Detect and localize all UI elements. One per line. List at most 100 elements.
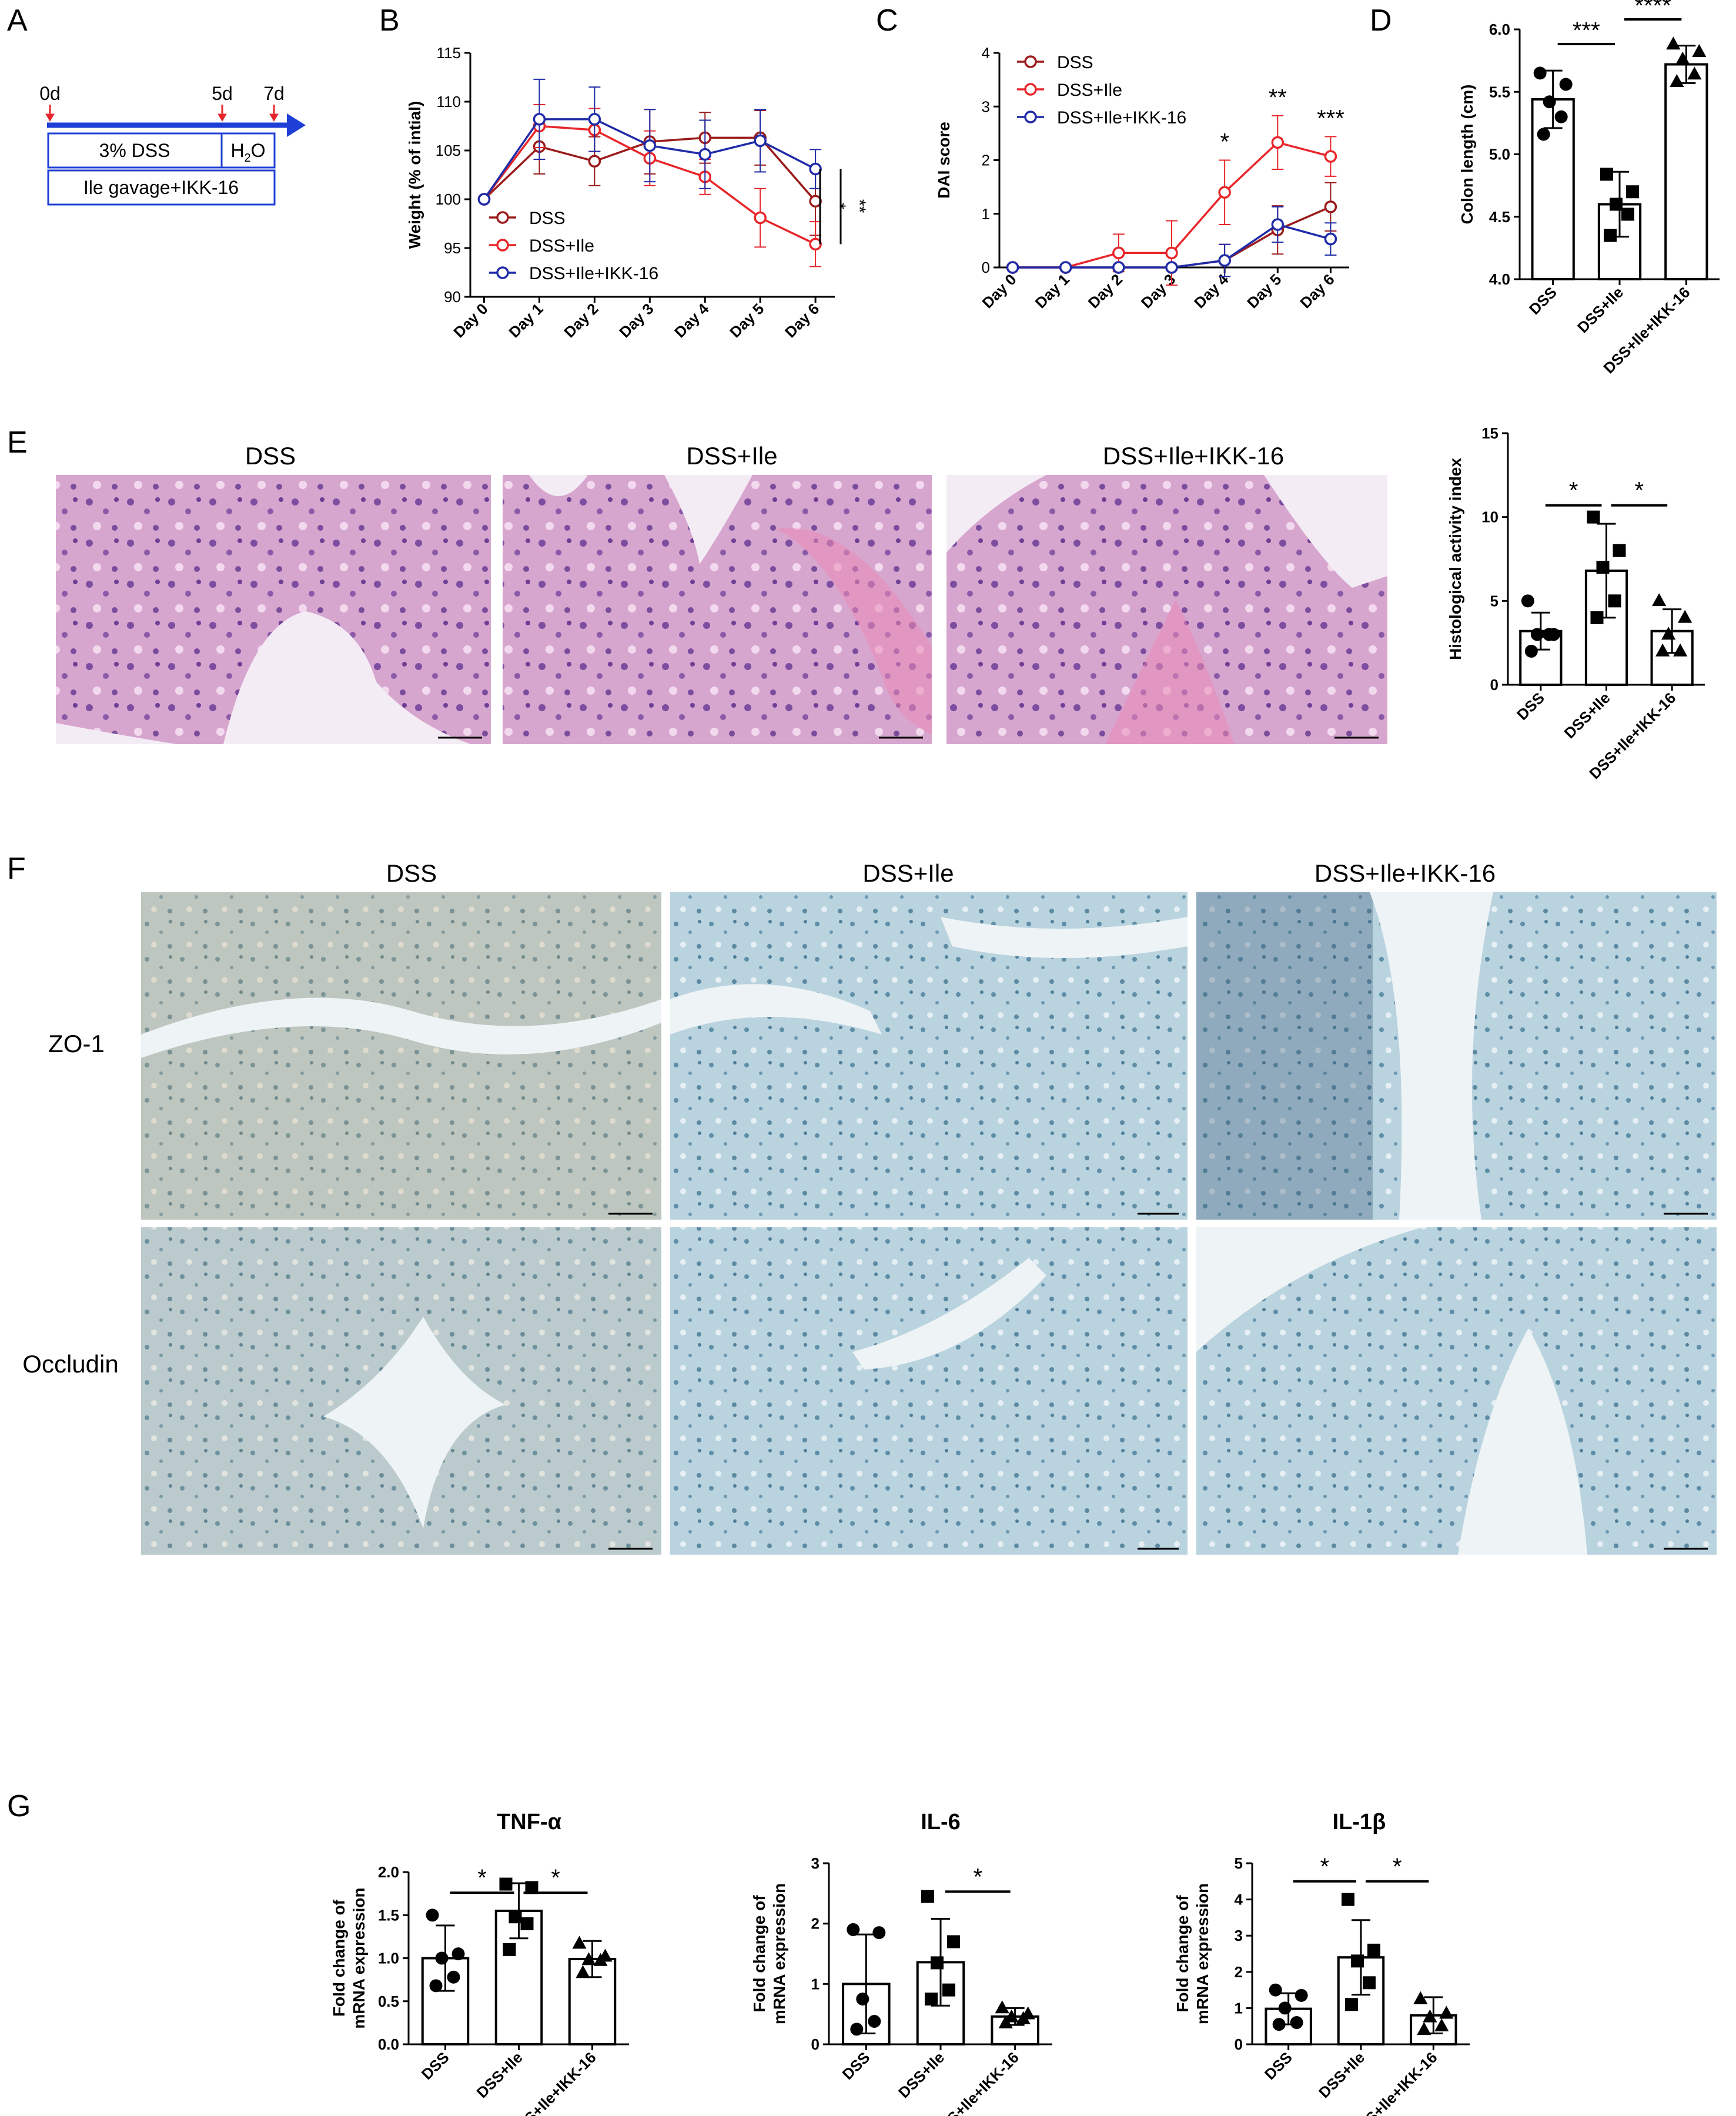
data-point [1670, 74, 1684, 88]
legend-label: DSS [529, 209, 566, 228]
x-tick-label: DSS [418, 2048, 453, 2083]
ihc-title-dss: DSS [386, 859, 437, 887]
sig-label: * [1220, 129, 1229, 155]
data-point [576, 1965, 590, 1978]
sig-label: ** [849, 199, 869, 213]
data-point [1687, 66, 1702, 80]
data-point [1423, 2009, 1437, 2023]
data-point [931, 1956, 944, 1970]
ihc-occludin-dss-ile [670, 1227, 1188, 1555]
y-tick-label: 5.0 [1489, 146, 1510, 163]
ihc-zo1-dss-ile-ikk16 [1196, 892, 1717, 1220]
legend-label: DSS [1057, 53, 1093, 72]
data-point [1590, 611, 1604, 624]
data-point [847, 1923, 860, 1936]
y-tick-label: 1 [982, 205, 990, 223]
data-point [1626, 185, 1639, 199]
panel-letter-c: C [876, 4, 898, 38]
data-point [1678, 610, 1692, 623]
x-tick-label: DSS+Ile [1561, 689, 1614, 742]
x-tick-label: Day 5 [1243, 270, 1285, 312]
data-point [995, 2000, 1009, 2014]
data-point [643, 139, 657, 152]
legend-marker [496, 211, 509, 224]
data-point [525, 1881, 538, 1894]
y-axis-title: Fold change of mRNA expression [1173, 1883, 1212, 2024]
data-point [1271, 136, 1285, 149]
data-point [998, 2015, 1013, 2028]
y-axis-title: Fold change of mRNA expression [750, 1883, 788, 2024]
y-tick-label: 15 [1481, 424, 1498, 442]
panel-letter-e: E [7, 426, 28, 460]
sig-label: *** [1573, 18, 1600, 43]
data-point [503, 1943, 516, 1956]
panel-letter-b: B [379, 4, 400, 38]
data-point [426, 1909, 439, 1922]
day-label-5: 5d [212, 83, 233, 104]
ihc-row-label-occludin: Occludin [22, 1350, 118, 1378]
panel-letter-g: G [7, 1789, 31, 1823]
data-point [572, 1936, 587, 1949]
x-tick-label: DSS+Ile [473, 2048, 526, 2101]
he-title-dss-ile-ikk16: DSS+Ile+IKK-16 [1103, 442, 1284, 470]
bar [1531, 98, 1575, 280]
data-point [1006, 261, 1019, 274]
y-tick-label: 1.5 [378, 1906, 399, 1924]
data-point [754, 211, 767, 225]
data-point [1530, 628, 1544, 641]
data-point [1666, 36, 1681, 50]
data-point [1621, 207, 1634, 221]
data-point [1351, 1954, 1364, 1968]
data-point [1554, 110, 1568, 123]
data-point [429, 1979, 443, 1993]
legend-marker [496, 266, 509, 279]
data-point [588, 155, 601, 168]
timeline-arrowhead [287, 113, 306, 137]
colon-length-bar-chart: 4.0 4.5 5.0 5.5 6.0 Colon length (cm) DSS DSS+I… [1458, 0, 1720, 377]
data-point [1596, 561, 1610, 574]
data-point [1542, 628, 1556, 641]
legend-marker [496, 239, 509, 252]
data-point [588, 113, 601, 126]
tnf-bar-chart: TNF-α 0.0 0.5 1.0 1.5 2.0 Fold change of mRNA e… [330, 1810, 629, 2116]
y-tick-label: 115 [437, 44, 461, 62]
data-point [581, 1952, 596, 1966]
y-axis-title: Weight (% of intial) [406, 101, 424, 249]
il1b-bar-chart: IL-1β 0 1 2 3 4 5 Fold change of mRNA expression… [1173, 1810, 1470, 2116]
x-tick-label: Day 2 [560, 300, 601, 341]
treatment-label: Ile gavage+IKK-16 [83, 177, 239, 198]
data-point [1600, 168, 1613, 181]
data-point [1165, 261, 1178, 274]
ihc-zo1-dss-ile [670, 892, 1188, 1220]
y-tick-label: 95 [444, 239, 461, 257]
data-point [1533, 66, 1547, 80]
y-tick-label: 105 [436, 142, 461, 159]
x-tick-label: Day 1 [1032, 270, 1073, 312]
ihc-row-label-zo1: ZO-1 [48, 1030, 105, 1057]
data-point [1661, 627, 1676, 640]
timeline-diagram: 0d 5d 7d 3% DSS H2O Ile gavage+IKK-16 [39, 83, 306, 206]
data-point [1324, 150, 1337, 163]
y-tick-label: 0 [1490, 676, 1498, 694]
he-image-dss-ile [503, 475, 932, 744]
y-tick-label: 10 [1481, 508, 1498, 526]
data-point [1269, 1983, 1282, 1997]
x-tick-label: DSS [1526, 283, 1560, 318]
data-point [1272, 2018, 1286, 2031]
y-tick-label: 5 [1490, 592, 1498, 610]
panel-letter-a: A [7, 4, 28, 38]
data-point [872, 1926, 886, 1940]
data-point [477, 193, 491, 206]
data-point [1324, 232, 1337, 246]
sig-label: * [1635, 478, 1644, 504]
y-tick-label: 4.5 [1489, 208, 1510, 226]
data-point [1324, 200, 1337, 213]
data-point [509, 1910, 522, 1924]
day-label-7: 7d [263, 83, 285, 104]
y-tick-label: 1.0 [378, 1950, 399, 1967]
data-point [1278, 2001, 1292, 2015]
legend-label: DSS+Ile+IKK-16 [529, 264, 658, 283]
x-tick-label: DSS+Ile [1315, 2048, 1368, 2101]
x-tick-label: DSS+Ile [1574, 283, 1627, 336]
